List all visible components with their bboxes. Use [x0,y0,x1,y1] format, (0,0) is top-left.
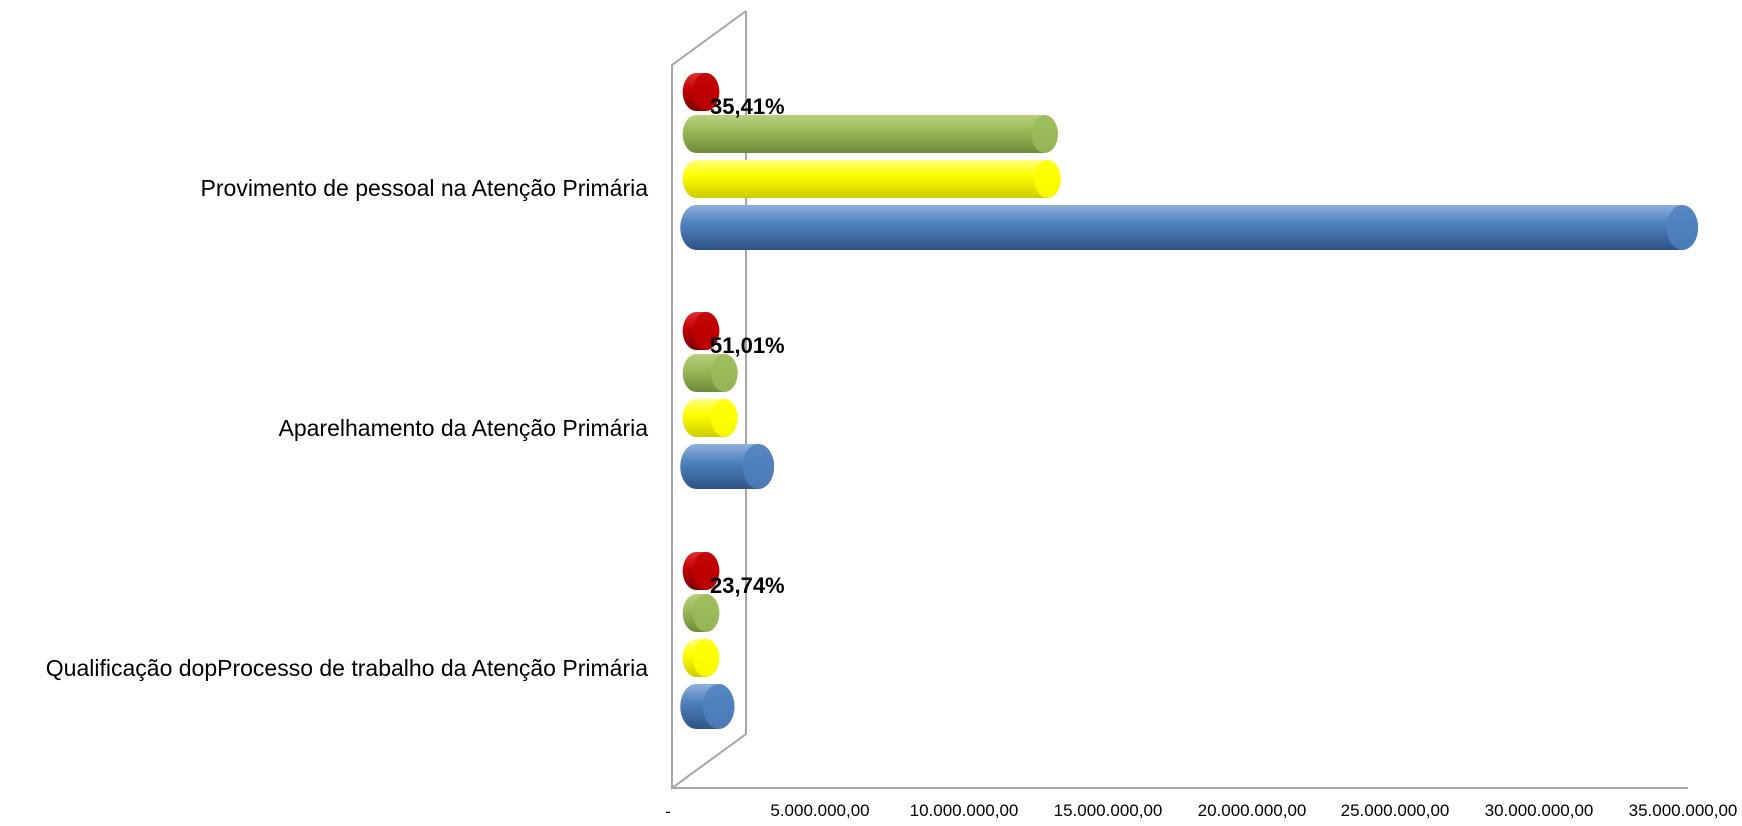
x-tick-label: 20.000.000,00 [1198,801,1307,820]
data-label: 51,01% [710,333,785,358]
bar-green [682,354,738,392]
x-axis-tick-labels: - 5.000.000,00 10.000.000,00 15.000.000,… [665,801,1737,821]
category-label: Provimento de pessoal na Atenção Primári… [201,175,649,201]
x-tick-label: 30.000.000,00 [1485,801,1594,820]
bar-yellow [682,160,1061,198]
x-tick-label: 15.000.000,00 [1054,801,1163,820]
x-tick-label: 5.000.000,00 [770,801,869,820]
data-label: 35,41% [710,94,785,119]
bar-green [682,115,1058,153]
bar-yellow [682,399,738,437]
data-label: 23,74% [710,573,785,598]
bar-red [682,552,720,590]
bar-red [682,312,720,350]
data-labels: 35,41% 51,01% 23,74% [710,94,785,598]
category-label: Aparelhamento da Atenção Primária [279,415,649,441]
x-tick-label: 25.000.000,00 [1341,801,1450,820]
bar-blue [680,684,735,730]
category-labels: Provimento de pessoal na Atenção Primári… [46,175,648,681]
plot-wall [671,10,1688,790]
bar-red [682,73,720,111]
bar-blue [680,444,775,489]
bar-yellow [682,639,720,677]
bar-blue [680,205,1699,250]
x-tick-label: 35.000.000,00 [1629,801,1738,820]
bar-green [682,594,720,632]
bars [680,73,1699,730]
x-tick-label: 10.000.000,00 [910,801,1019,820]
category-label: Qualificação dopProcesso de trabalho da … [46,655,648,681]
x-tick-label: - [665,802,671,821]
